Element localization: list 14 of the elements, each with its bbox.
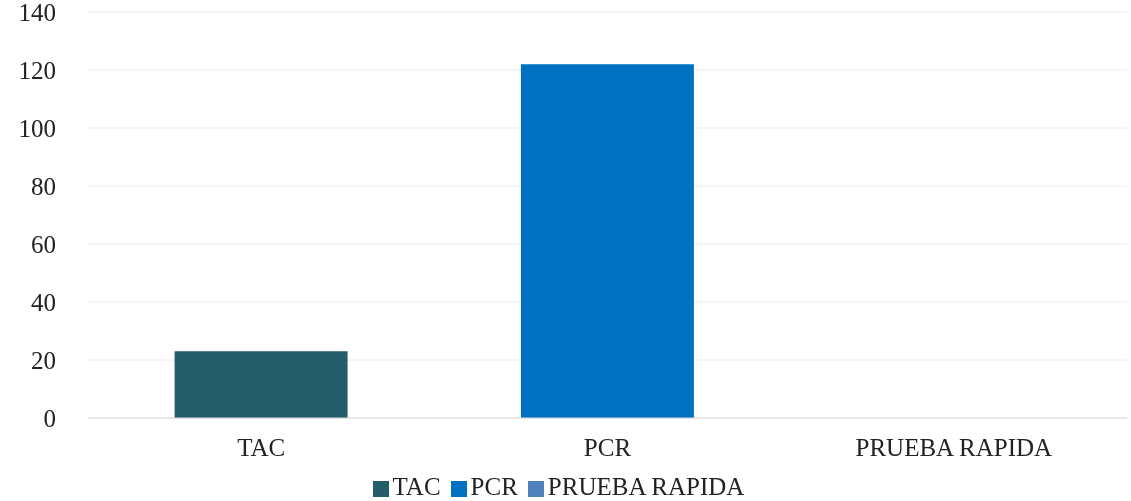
x-tick-label: PCR xyxy=(583,433,632,461)
y-tick-label: 140 xyxy=(18,0,56,26)
legend-label: PCR xyxy=(470,473,518,500)
legend-label: TAC xyxy=(392,473,441,500)
y-tick-label: 40 xyxy=(31,288,56,316)
y-tick-label: 60 xyxy=(31,230,56,258)
x-tick-label: PRUEBA RAPIDA xyxy=(855,433,1053,461)
y-tick-label: 120 xyxy=(18,56,56,84)
y-tick-label: 80 xyxy=(31,172,56,200)
x-tick-label: TAC xyxy=(237,433,286,461)
y-tick-label: 100 xyxy=(18,114,56,142)
legend-label: PRUEBA RAPIDA xyxy=(547,473,745,500)
y-tick-label: 0 xyxy=(43,404,56,432)
y-tick-label: 20 xyxy=(31,346,56,374)
